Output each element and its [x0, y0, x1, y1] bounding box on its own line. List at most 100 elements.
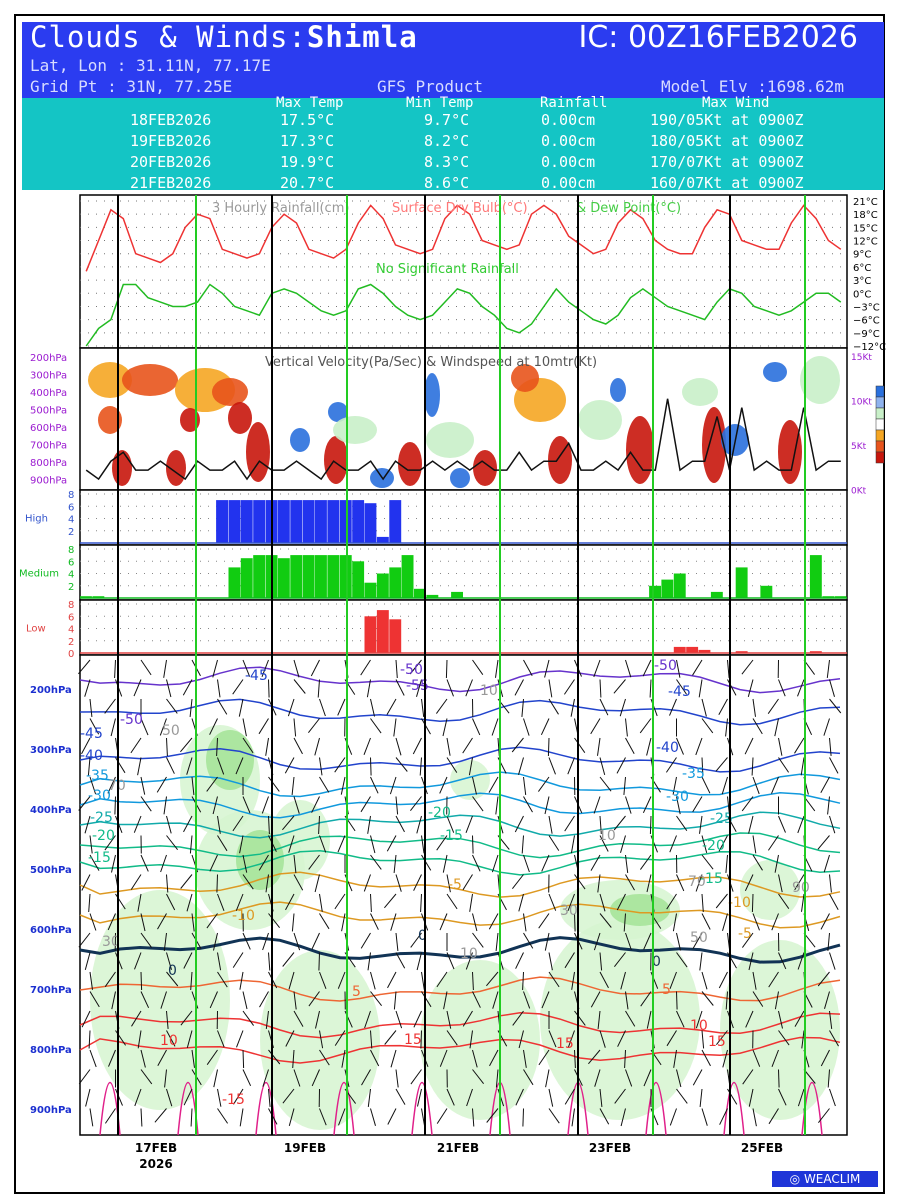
wind-barb [395, 874, 402, 892]
wind-barb [745, 1010, 754, 1028]
pressure-label: 900hPa [30, 476, 67, 487]
wind-barb [370, 854, 382, 870]
wind-barb [239, 1108, 244, 1127]
wind-barb [590, 718, 601, 735]
humidity-area [270, 800, 330, 880]
product-name: GFS Product [377, 77, 483, 96]
contour-label: 10 [160, 1033, 178, 1049]
wind-barb [417, 1088, 422, 1107]
isotherm-line [79, 901, 841, 929]
vertical-velocity-cell [511, 364, 539, 392]
wind-barb [284, 757, 295, 774]
wind-barb [421, 698, 425, 717]
vertical-velocity-cell [246, 422, 270, 482]
wind-barb [672, 913, 677, 932]
wind-barb [564, 1088, 575, 1105]
wind-barb [778, 874, 783, 893]
wind-barb [829, 874, 832, 893]
wind-barb [293, 737, 303, 755]
vertical-velocity-cell [166, 450, 186, 486]
wind-barb [360, 659, 371, 676]
contour-label: -5 [448, 877, 462, 893]
wind-barb [523, 659, 533, 676]
wind-barb [166, 874, 169, 893]
wind-barb [518, 757, 524, 775]
wind-barb [114, 659, 116, 679]
wind-barb [293, 1069, 301, 1087]
wind-barb [393, 718, 397, 737]
wind-barb [395, 659, 398, 679]
wind-barb [318, 815, 320, 835]
wind-barb [570, 698, 575, 717]
isotherm-loop [645, 1082, 667, 1136]
wind-barb [614, 1088, 626, 1104]
wind-barb [488, 913, 499, 930]
wind-barb [727, 679, 737, 696]
cloud-tick-label: 8 [68, 545, 74, 556]
wind-barb [319, 893, 323, 912]
wind-barb [446, 952, 455, 970]
wind-barb [395, 932, 399, 951]
wind-barb [238, 698, 244, 717]
cloud-bar [364, 582, 377, 598]
cloud-bar [302, 555, 315, 598]
wind-barb [446, 737, 451, 756]
wind-barb [794, 737, 805, 754]
vertical-velocity-cell [763, 362, 787, 382]
wind-barb [166, 815, 172, 834]
cloud-tick-label: 6 [68, 557, 74, 568]
wind-barb [104, 971, 116, 987]
isotherm-line [79, 666, 841, 694]
wind-barb [134, 1088, 142, 1107]
wind-barb [410, 932, 422, 948]
wind-barb [676, 991, 678, 1010]
wind-barb [370, 971, 376, 990]
wind-barb [242, 991, 248, 1010]
wind-barb [421, 835, 425, 854]
wind-barb [285, 893, 295, 911]
initial-condition: IC: 00Z16FEB2026 [578, 20, 858, 55]
cloud-bar [661, 579, 674, 598]
grid-point: Grid Pt : 31N, 77.25E [30, 77, 233, 96]
wind-barb [646, 874, 652, 893]
wind-barb [625, 874, 635, 891]
wind-barb [544, 659, 550, 678]
wind-barb [235, 893, 244, 911]
contour-label: -25 [710, 811, 733, 827]
wind-barb [774, 991, 779, 1010]
humidity-core [206, 730, 254, 790]
wind-barb [599, 698, 609, 716]
wind-barb [293, 854, 297, 873]
wind-barb [370, 718, 382, 734]
wind-barb [646, 737, 652, 756]
isotherm-line [79, 936, 841, 964]
legend-swatch [875, 418, 885, 431]
contour-label: 50 [162, 723, 180, 739]
wind-barb [571, 1108, 575, 1127]
wind-barb [334, 1030, 346, 1046]
panel-frame-2 [79, 489, 848, 546]
wind-barb [538, 1049, 550, 1066]
wind-barb [797, 815, 805, 834]
wind-barb [701, 757, 704, 776]
cloud-bar [339, 555, 352, 598]
wind-barb [261, 659, 269, 677]
wind-barb [623, 776, 626, 795]
wind-barb [232, 815, 244, 832]
wind-barb [823, 854, 830, 873]
wind-barb [817, 835, 830, 850]
vertical-velocity-cell [778, 420, 802, 484]
wind-barb [495, 932, 499, 951]
windspeed-10m-line [85, 398, 841, 481]
wind-barb [282, 1088, 295, 1104]
panel-frame-3 [79, 544, 848, 601]
wind-barb [649, 679, 652, 698]
rainfall-title: 3 Hourly Rainfall(cm) [212, 201, 349, 216]
col-rainfall: Rainfall [540, 95, 608, 111]
wind-barb [725, 854, 728, 873]
wind-barb [107, 913, 116, 931]
wind-barb [341, 913, 346, 932]
legend-swatch [875, 385, 885, 398]
wind-barb [242, 854, 248, 873]
wind-barb [262, 932, 269, 951]
